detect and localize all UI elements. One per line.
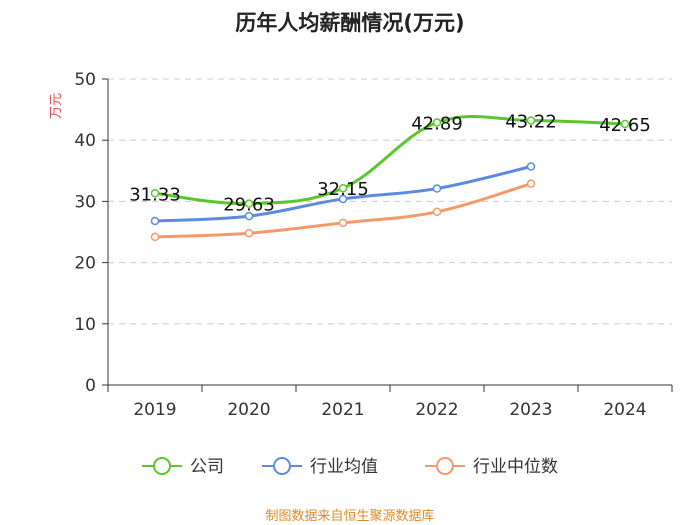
x-tick-label: 2023 xyxy=(509,400,552,420)
data-label: 29.63 xyxy=(223,195,275,216)
data-point xyxy=(432,184,442,193)
data-point xyxy=(526,179,536,188)
x-tick-label: 2019 xyxy=(133,400,176,420)
legend-marker-2 xyxy=(436,457,454,475)
series-layer xyxy=(150,114,630,242)
data-label: 42.65 xyxy=(599,115,651,136)
data-point xyxy=(244,199,254,208)
data-point xyxy=(432,118,442,127)
data-point xyxy=(150,189,160,198)
data-labels: 31.33 29.63 32.15 42.89 43.22 42.65 xyxy=(129,111,651,215)
legend-label-0: 公司 xyxy=(190,457,224,477)
x-tick-label: 2021 xyxy=(321,400,364,420)
axes: 0 10 20 30 40 50 2019 2020 2021 2022 2023 2024 xyxy=(74,70,673,420)
data-label: 31.33 xyxy=(129,184,181,205)
legend: 公司 行业均值 行业中位数 xyxy=(142,457,558,477)
data-point xyxy=(338,218,348,228)
y-tick-label: 40 xyxy=(74,131,96,151)
data-point xyxy=(432,207,442,217)
x-tick-label: 2022 xyxy=(415,400,458,420)
data-point xyxy=(338,194,348,204)
data-point xyxy=(244,211,254,221)
data-point xyxy=(150,232,160,242)
legend-marker-0 xyxy=(153,457,171,475)
chart-title: 历年人均薪酬情况(万元) xyxy=(235,11,464,35)
data-point xyxy=(526,116,536,125)
x-tick-label: 2024 xyxy=(603,400,646,420)
data-point xyxy=(526,162,536,171)
data-point xyxy=(150,216,160,226)
data-point xyxy=(244,228,254,238)
y-tick-label: 30 xyxy=(74,192,96,212)
data-label: 32.15 xyxy=(317,179,369,200)
y-axis-label: 万元 xyxy=(49,93,64,119)
y-tick-label: 10 xyxy=(74,315,96,335)
series-line-0 xyxy=(154,114,626,206)
legend-label-1: 行业均值 xyxy=(310,457,378,477)
y-tick-label: 0 xyxy=(85,376,96,396)
y-tick-label: 20 xyxy=(74,254,96,274)
x-tick-label: 2020 xyxy=(227,400,270,420)
legend-label-2: 行业中位数 xyxy=(473,457,558,477)
data-label: 42.89 xyxy=(411,114,463,135)
data-label: 43.22 xyxy=(505,111,557,132)
source-note: 制图数据来自恒生聚源数据库 xyxy=(265,508,434,524)
data-point xyxy=(338,183,348,193)
grid-lines xyxy=(108,78,672,325)
data-point xyxy=(620,119,630,129)
y-tick-label: 50 xyxy=(74,70,96,90)
legend-marker-1 xyxy=(273,457,291,475)
